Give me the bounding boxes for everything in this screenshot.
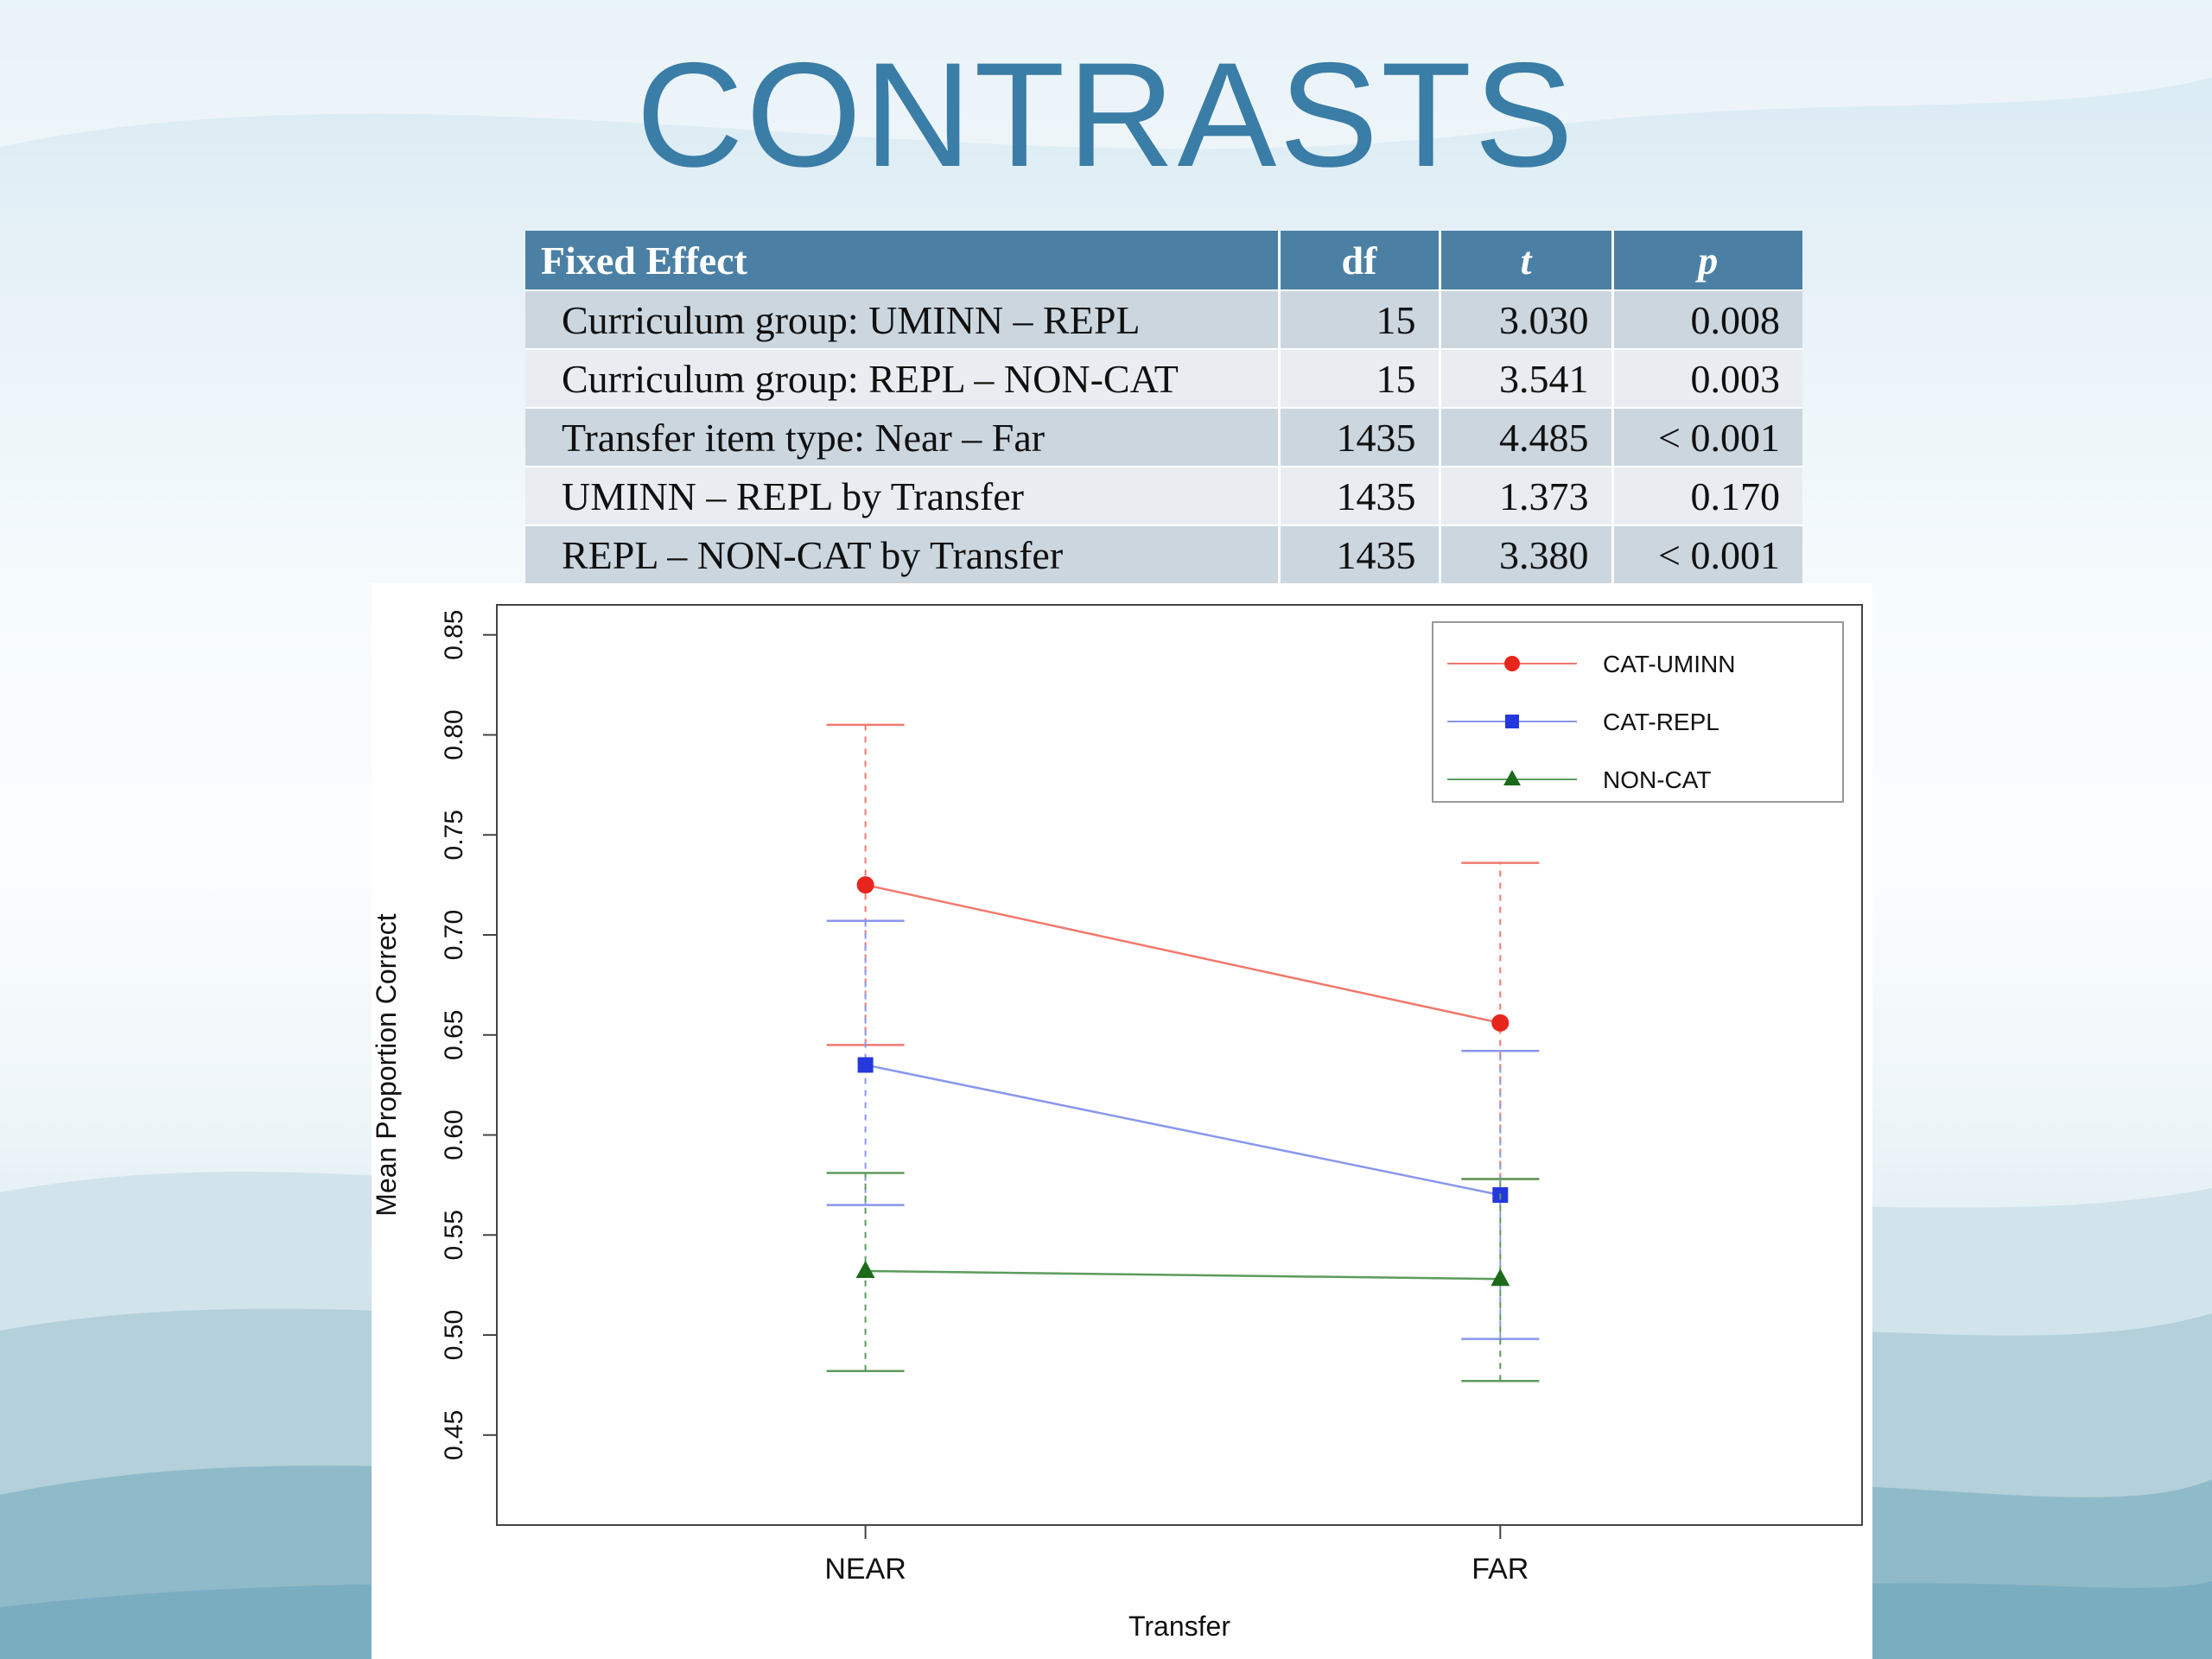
contrast-table-body: Curriculum group: UMINN – REPL 15 3.030 0.0…: [525, 289, 1802, 583]
marker-square: [857, 1057, 874, 1073]
fixed-effect-cell: REPL – NON-CAT by Transfer: [525, 524, 1279, 583]
legend-label: NON-CAT: [1603, 766, 1711, 793]
y-axis-label: Mean Proportion Correct: [372, 913, 402, 1216]
contrast-table: Fixed Effect df t p Curriculum group: UM…: [525, 231, 1802, 583]
t-cell: 3.380: [1438, 524, 1612, 583]
y-tick-label: 0.65: [440, 1010, 468, 1060]
t-cell: 4.485: [1438, 407, 1612, 467]
marker-circle: [1491, 1014, 1510, 1032]
series-NON-CAT: [826, 1172, 1540, 1382]
marker-circle: [856, 876, 874, 894]
legend-label: CAT-UMINN: [1603, 651, 1735, 677]
fixed-effect-cell: UMINN – REPL by Transfer: [525, 466, 1279, 525]
df-cell: 1435: [1277, 466, 1440, 525]
t-cell: 3.030: [1438, 289, 1612, 349]
x-tick-label: NEAR: [824, 1553, 906, 1586]
series-line: [865, 1064, 1501, 1197]
y-tick-label: 0.60: [440, 1109, 468, 1160]
header-p: p: [1611, 231, 1802, 290]
y-tick-label: 0.80: [440, 709, 468, 760]
y-tick-label: 0.70: [440, 910, 468, 960]
table-row: Curriculum group: UMINN – REPL 15 3.030 0.0…: [525, 289, 1802, 349]
y-tick-label: 0.55: [440, 1210, 468, 1260]
df-cell: 15: [1277, 289, 1440, 349]
x-tick-label: FAR: [1471, 1553, 1529, 1586]
marker-triangle: [1503, 770, 1521, 785]
slide-title: CONTRASTS: [636, 32, 1576, 198]
marker-triangle: [1491, 1268, 1510, 1287]
marker-square: [1505, 715, 1519, 728]
y-tick-label: 0.50: [440, 1310, 468, 1360]
t-cell: 1.373: [1438, 466, 1612, 525]
header-df: df: [1277, 231, 1440, 290]
legend: CAT-UMINN CAT-REPL NON-CAT: [1432, 621, 1844, 803]
series-line: [865, 883, 1501, 1025]
chart-svg: 0.45 0.50 0.55 0.60 0.65 0.70 0.75 0.80 0.85 NEAR…: [372, 604, 1863, 1642]
df-cell: 1435: [1277, 407, 1440, 467]
p-cell: 0.003: [1611, 348, 1802, 408]
legend-label: CAT-REPL: [1603, 709, 1719, 735]
fixed-effect-cell: Curriculum group: UMINN – REPL: [525, 289, 1279, 349]
header-fixed-effect: Fixed Effect: [525, 231, 1279, 290]
header-t: t: [1438, 231, 1612, 290]
y-tick-label: 0.75: [440, 810, 468, 860]
t-cell: 3.541: [1438, 348, 1612, 408]
y-tick-label: 0.45: [440, 1410, 468, 1460]
table-header-row: Fixed Effect df t p: [525, 231, 1802, 290]
p-cell: 0.008: [1611, 289, 1802, 349]
chart-panel: 0.45 0.50 0.55 0.60 0.65 0.70 0.75 0.80 0.85 NEAR…: [372, 583, 1872, 1659]
series-CAT-REPL: [826, 919, 1540, 1340]
table-row: Curriculum group: REPL – NON-CAT 15 3.541 0…: [525, 348, 1802, 408]
series-line: [865, 1269, 1501, 1281]
table-row: REPL – NON-CAT by Transfer 1435 3.380 < 0.0…: [525, 524, 1802, 583]
marker-circle: [1504, 656, 1520, 671]
x-axis-label: Transfer: [1128, 1611, 1230, 1642]
fixed-effect-cell: Curriculum group: REPL – NON-CAT: [525, 348, 1279, 408]
y-tick-label: 0.85: [440, 610, 468, 660]
marker-triangle: [855, 1260, 875, 1278]
p-cell: < 0.001: [1611, 524, 1802, 583]
line-chart: 0.45 0.50 0.55 0.60 0.65 0.70 0.75 0.80 0.85 NEAR…: [372, 583, 1872, 1659]
p-cell: < 0.001: [1611, 407, 1802, 467]
table-row: Transfer item type: Near – Far 1435 4.485 <…: [525, 407, 1802, 467]
table-row: UMINN – REPL by Transfer 1435 1.373 0.170: [525, 466, 1802, 525]
legend-box: [1432, 621, 1844, 803]
plot-border: [496, 604, 1863, 1526]
fixed-effect-cell: Transfer item type: Near – Far: [525, 407, 1279, 467]
p-cell: 0.170: [1611, 466, 1802, 525]
df-cell: 15: [1277, 348, 1440, 408]
df-cell: 1435: [1277, 524, 1440, 583]
series-CAT-UMINN: [826, 723, 1540, 1180]
